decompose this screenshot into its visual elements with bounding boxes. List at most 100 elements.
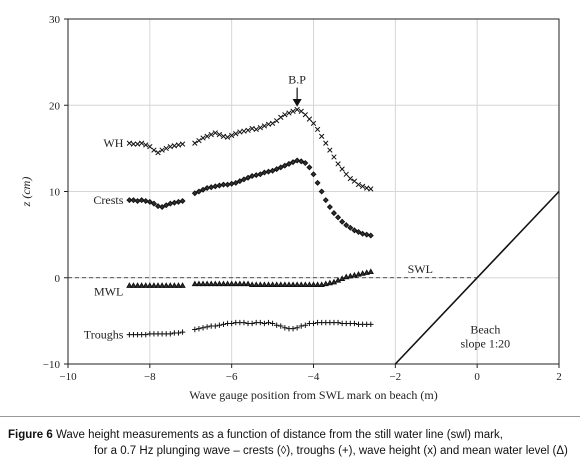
data-point: [179, 282, 186, 288]
data-point: [261, 123, 268, 129]
x-tick-label: −2: [389, 371, 401, 383]
data-point: [248, 281, 256, 287]
axis-ticks: −10 −8 −6 −4 −2 0 2 −10 0 10 20 30: [43, 14, 562, 383]
beach-slope-label: slope 1:20: [461, 337, 511, 351]
data-point: [220, 321, 227, 328]
beach-label: Beach: [470, 323, 500, 337]
data-point: [269, 281, 276, 287]
data-point: [249, 320, 255, 327]
data-point: [326, 279, 334, 286]
data-point: [249, 125, 255, 132]
y-tick-label: −10: [43, 359, 61, 371]
data-point: [171, 143, 178, 149]
data-point: [245, 174, 252, 181]
data-point: [286, 110, 292, 116]
data-point: [278, 323, 284, 329]
data-point: [322, 280, 329, 287]
caption-line-1: Wave height measurements as a function o…: [55, 429, 503, 441]
data-point: [281, 281, 289, 287]
data-point: [240, 280, 248, 287]
data-point: [134, 141, 141, 147]
data-point: [273, 166, 280, 173]
data-point: [294, 157, 301, 164]
swl-label: SWL: [408, 262, 433, 276]
data-point: [347, 272, 354, 279]
data-point: [138, 197, 145, 204]
data-point: [281, 162, 288, 169]
data-point: [216, 280, 223, 287]
data-point: [273, 281, 280, 287]
series-wh: [126, 106, 374, 192]
series-label-crests: Crests: [93, 193, 123, 207]
data-point: [339, 218, 346, 225]
data-point: [167, 282, 174, 288]
data-point: [273, 322, 280, 328]
series-troughs: [126, 319, 374, 338]
data-point: [367, 232, 374, 239]
data-point: [285, 281, 293, 287]
data-point: [146, 198, 153, 205]
x-tick-label: −6: [226, 371, 238, 383]
data-point: [159, 204, 166, 211]
data-point: [314, 281, 321, 287]
data-point: [240, 176, 247, 183]
data-point: [208, 280, 215, 287]
data-point: [150, 282, 158, 288]
data-point: [257, 125, 263, 131]
chart-labels: WH Crests MWL Troughs B.P SWL Beach slop…: [19, 73, 510, 402]
data-point: [368, 321, 374, 328]
data-point: [368, 186, 374, 192]
data-point: [302, 160, 309, 167]
data-point: [351, 320, 358, 327]
y-tick-label: 30: [49, 14, 61, 26]
data-point: [143, 331, 149, 338]
data-point: [330, 278, 338, 285]
data-point: [367, 268, 374, 275]
series-label-mwl: MWL: [94, 285, 123, 299]
data-point: [212, 323, 218, 329]
data-point: [208, 184, 215, 191]
data-point: [199, 280, 207, 287]
data-point: [233, 131, 239, 137]
data-point: [228, 180, 235, 187]
data-point: [363, 231, 370, 238]
x-tick-label: 2: [556, 371, 562, 383]
data-point: [175, 330, 182, 336]
data-point: [232, 280, 239, 287]
data-point: [326, 204, 333, 211]
data-point: [134, 197, 141, 204]
data-point: [171, 282, 178, 288]
data-point: [257, 171, 264, 178]
data-point: [290, 325, 296, 332]
data-point: [323, 140, 329, 146]
data-point: [355, 181, 362, 188]
data-point: [155, 150, 161, 156]
data-point: [150, 200, 157, 207]
data-point: [253, 126, 259, 133]
data-point: [195, 188, 202, 195]
data-point: [236, 178, 243, 185]
data-point: [289, 281, 297, 287]
x-tick-label: −10: [59, 371, 77, 383]
data-point: [290, 159, 297, 166]
data-point: [212, 183, 219, 190]
data-point: [277, 281, 284, 287]
data-point: [257, 319, 264, 326]
breaking-point-label: B.P: [288, 73, 306, 87]
data-point: [314, 126, 321, 133]
y-tick-label: 10: [49, 187, 61, 199]
data-point: [293, 281, 301, 287]
data-point: [195, 280, 203, 287]
data-point: [285, 160, 292, 167]
data-point: [138, 282, 145, 288]
data-point: [282, 112, 288, 118]
caption-line-2: for a 0.7 Hz plunging wave – crests (◊),…: [94, 445, 568, 457]
data-point: [355, 229, 362, 236]
data-point: [261, 281, 268, 287]
data-point: [302, 322, 309, 328]
data-point: [228, 320, 235, 327]
data-point: [278, 114, 284, 120]
data-point: [126, 140, 133, 146]
data-point: [237, 129, 243, 135]
data-point: [220, 280, 227, 287]
